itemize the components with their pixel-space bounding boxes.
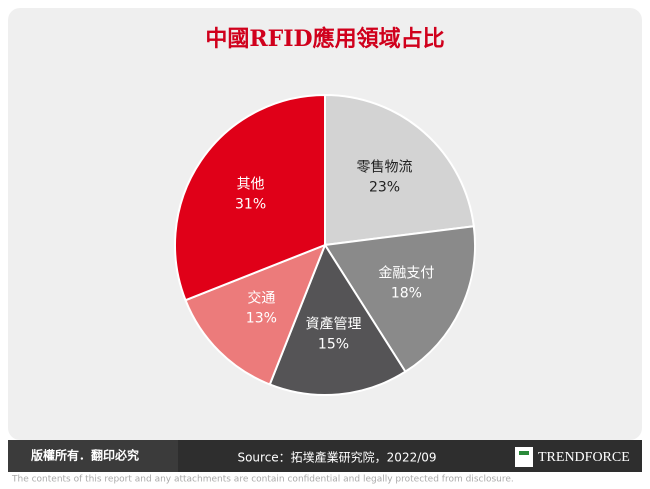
logo: TRENDFORCE — [538, 450, 630, 465]
disclaimer: The contents of this report and any atta… — [11, 475, 514, 485]
value-label: 18% — [391, 285, 422, 301]
value-label: 23% — [369, 179, 400, 195]
slice-label: 零售物流 — [357, 159, 413, 175]
pie-slice — [174, 93, 326, 302]
chart-title: 中國RFID應用領域占比 — [205, 26, 444, 52]
value-label: 13% — [246, 311, 277, 327]
pie: 零售物流 23% 金融支付 18% 資產管理 15% 交通 13% 其他 31% — [174, 93, 476, 396]
pie-slice — [324, 93, 475, 247]
slice-label: 金融支付 — [378, 265, 434, 281]
slice-label: 其他 — [237, 176, 265, 192]
pie-slice — [323, 225, 476, 374]
pie-slice — [184, 243, 327, 386]
copyright: 版權所有．翻印必究 — [31, 448, 139, 463]
source: Source：拓墣產業研究院，2022/09 — [237, 450, 436, 465]
logo-icon — [515, 447, 533, 467]
logo-icon-bar — [519, 451, 529, 455]
value-label: 15% — [318, 337, 349, 353]
slice-label: 交通 — [247, 290, 275, 307]
copyright-box — [8, 440, 178, 472]
value-label: 31% — [235, 196, 266, 212]
pie-slice — [268, 242, 407, 396]
slice-label: 資產管理 — [305, 316, 361, 333]
